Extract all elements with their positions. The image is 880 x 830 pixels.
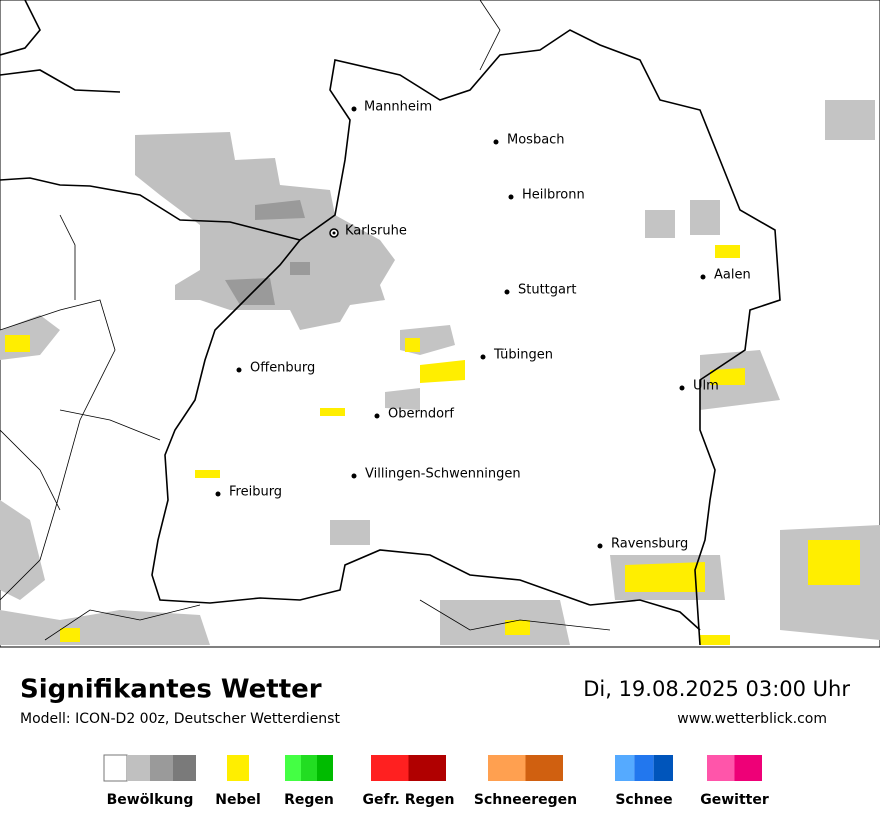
legend-label: Regen (284, 792, 334, 808)
legend-swatch (653, 755, 673, 781)
city-dots (215, 106, 706, 549)
legend-swatch (317, 755, 333, 781)
legend: Bewölkung Nebel Regen Gefr. Regen Schneerege… (103, 754, 769, 808)
legend-swatch (371, 755, 409, 781)
city-label: Freiburg (229, 485, 282, 500)
city-label: Aalen (714, 268, 751, 283)
legend-swatch (150, 755, 173, 781)
legend-swatch (408, 755, 446, 781)
legend-label: Nebel (215, 792, 261, 808)
title: Signifikantes Wetter (20, 675, 322, 705)
legend-swatch (127, 755, 150, 781)
city-label: Stuttgart (518, 283, 576, 298)
legend-label: Gefr. Regen (363, 792, 455, 808)
legend-swatch (301, 755, 317, 781)
datetime: Di, 19.08.2025 03:00 Uhr (583, 677, 850, 701)
legend-label: Schnee (615, 792, 672, 808)
legend-label: Schneeregen (474, 792, 577, 808)
legend-label: Gewitter (700, 792, 769, 808)
city-label: Tübingen (493, 348, 553, 363)
legend-swatch (734, 755, 762, 781)
legend-swatch (227, 755, 249, 781)
legend-swatch (488, 755, 526, 781)
city-label: Offenburg (250, 361, 315, 376)
model-info: Modell: ICON-D2 00z, Deutscher Wetterdie… (20, 711, 340, 727)
legend-swatch (615, 755, 635, 781)
city-label: Villingen-Schwenningen (365, 467, 521, 482)
city-label: Oberndorf (388, 407, 454, 422)
legend-swatch (103, 754, 128, 782)
legend-label: Bewölkung (107, 792, 194, 808)
city-label: Mannheim (364, 100, 432, 115)
legend-swatch (285, 755, 301, 781)
city-label: Ravensburg (611, 537, 688, 552)
legend-swatch (525, 755, 563, 781)
legend-swatch (173, 755, 196, 781)
legend-swatch (634, 755, 654, 781)
url: www.wetterblick.com (677, 711, 827, 727)
city-label: Mosbach (507, 133, 565, 148)
city-label: Karlsruhe (345, 224, 407, 239)
city-label: Heilbronn (522, 188, 585, 203)
legend-swatch (707, 755, 735, 781)
city-labels: Mannheim Mosbach Heilbronn Karlsruhe Aal… (229, 100, 751, 552)
city-label: Ulm (693, 379, 719, 394)
map (0, 0, 880, 648)
